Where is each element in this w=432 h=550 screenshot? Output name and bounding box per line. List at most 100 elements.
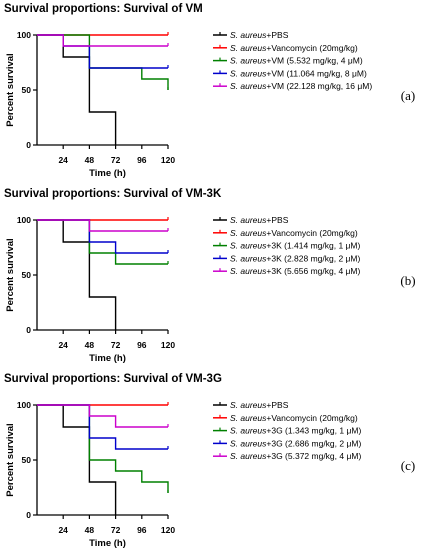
y-tick-label: 100 <box>17 400 31 410</box>
series-line-5 <box>37 34 168 47</box>
panel-label: (c) <box>401 458 415 473</box>
survival-panel-1: Survival proportions: Survival of VM 0 50 1… <box>4 3 415 179</box>
legend-item: S. aureus+Vancomycin (20mg/kg) <box>213 413 358 423</box>
y-axis-title: Percent survival <box>5 423 16 496</box>
legend-treatment: +Vancomycin (20mg/kg) <box>266 413 357 423</box>
legend-label: S. aureus+PBS <box>230 30 289 40</box>
legend-treatment: +3K (2.828 mg/kg, 2 μM) <box>266 253 360 263</box>
x-tick-label: 96 <box>137 340 147 350</box>
legend-species: S. aureus <box>230 68 267 78</box>
legend-treatment: +VM (11.064 mg/kg, 8 μM) <box>266 68 367 78</box>
panel-label: (b) <box>400 273 415 288</box>
legend-item: S. aureus+Vancomycin (20mg/kg) <box>213 228 358 238</box>
legend-species: S. aureus <box>230 426 267 436</box>
legend-label: S. aureus+3K (2.828 mg/kg, 2 μM) <box>230 253 361 263</box>
y-tick-label: 50 <box>22 270 32 280</box>
legend-item: S. aureus+VM (5.532 mg/kg, 4 μM) <box>213 56 363 66</box>
legend-species: S. aureus <box>230 400 267 410</box>
x-tick-label: 120 <box>161 340 175 350</box>
series-group <box>37 32 169 145</box>
legend-label: S. aureus+3K (1.414 mg/kg, 1 μM) <box>230 241 361 251</box>
legend-item: S. aureus+3K (2.828 mg/kg, 2 μM) <box>213 253 361 263</box>
y-tick-label: 100 <box>17 30 31 40</box>
legend-label: S. aureus+Vancomycin (20mg/kg) <box>230 228 358 238</box>
series-group <box>37 402 169 515</box>
legend-item: S. aureus+3G (5.372 mg/kg, 4 μM) <box>213 451 361 461</box>
series-line-3 <box>37 34 169 90</box>
x-tick-label: 48 <box>85 340 95 350</box>
y-axis-title: Percent survival <box>5 238 16 311</box>
axes: 0 50 100 24 48 72 96 120 <box>17 400 176 535</box>
legend-item: S. aureus+VM (22.128 mg/kg, 16 μM) <box>213 81 372 91</box>
legend-item: S. aureus+Vancomycin (20mg/kg) <box>213 43 358 53</box>
survival-panel-2: Survival proportions: Survival of VM-3K 0… <box>4 188 416 364</box>
legend-treatment: +Vancomycin (20mg/kg) <box>266 43 357 53</box>
legend-species: S. aureus <box>230 451 267 461</box>
legend-treatment: +Vancomycin (20mg/kg) <box>266 228 357 238</box>
x-tick-label: 96 <box>137 155 147 165</box>
legend-treatment: +3K (1.414 mg/kg, 1 μM) <box>266 241 360 251</box>
legend-species: S. aureus <box>230 253 267 263</box>
legend-species: S. aureus <box>230 215 267 225</box>
series-line-5 <box>37 219 168 232</box>
x-tick-label: 120 <box>161 525 175 535</box>
legend-label: S. aureus+3G (1.343 mg/kg, 1 μM) <box>230 426 361 436</box>
legend-label: S. aureus+PBS <box>230 215 289 225</box>
y-tick-label: 50 <box>22 85 32 95</box>
series-group <box>37 217 169 330</box>
legend-item: S. aureus+3K (1.414 mg/kg, 1 μM) <box>213 241 361 251</box>
x-tick-label: 72 <box>111 525 121 535</box>
series-line-5 <box>37 404 168 428</box>
survival-panel-3: Survival proportions: Survival of VM-3G 0… <box>4 373 415 549</box>
y-tick-label: 100 <box>17 215 31 225</box>
x-tick-label: 120 <box>161 155 175 165</box>
series-line-1 <box>37 34 117 145</box>
legend-treatment: +VM (22.128 mg/kg, 16 μM) <box>266 81 372 91</box>
legend-species: S. aureus <box>230 81 267 91</box>
legend-label: S. aureus+VM (11.064 mg/kg, 8 μM) <box>230 68 367 78</box>
legend-species: S. aureus <box>230 266 267 276</box>
axes: 0 50 100 24 48 72 96 120 <box>17 215 176 350</box>
series-line-4 <box>37 34 168 69</box>
chart-title: Survival proportions: Survival of VM <box>4 3 203 15</box>
legend-species: S. aureus <box>230 241 267 251</box>
chart-title: Survival proportions: Survival of VM-3K <box>4 188 222 200</box>
legend-treatment: +VM (5.532 mg/kg, 4 μM) <box>266 56 362 66</box>
legend-label: S. aureus+Vancomycin (20mg/kg) <box>230 413 358 423</box>
x-axis-title: Time (h) <box>89 168 126 179</box>
series-line-4 <box>37 219 168 254</box>
x-tick-label: 48 <box>85 155 95 165</box>
legend-species: S. aureus <box>230 43 267 53</box>
legend-item: S. aureus+3K (5.656 mg/kg, 4 μM) <box>213 266 361 276</box>
chart-title: Survival proportions: Survival of VM-3G <box>4 373 222 385</box>
legend-label: S. aureus+Vancomycin (20mg/kg) <box>230 43 358 53</box>
legend-label: S. aureus+VM (22.128 mg/kg, 16 μM) <box>230 81 372 91</box>
x-axis-title: Time (h) <box>89 538 126 549</box>
legend-label: S. aureus+3K (5.656 mg/kg, 4 μM) <box>230 266 361 276</box>
axes: 0 50 100 24 48 72 96 120 <box>17 30 176 165</box>
y-tick-label: 50 <box>22 455 32 465</box>
legend-item: S. aureus+3G (2.686 mg/kg, 2 μM) <box>213 438 361 448</box>
legend-item: S. aureus+PBS <box>213 400 289 410</box>
x-tick-label: 72 <box>111 155 121 165</box>
y-tick-label: 0 <box>26 510 31 520</box>
y-tick-label: 0 <box>26 140 31 150</box>
legend-treatment: +PBS <box>266 215 288 225</box>
legend-treatment: +PBS <box>266 400 288 410</box>
x-tick-label: 48 <box>85 525 95 535</box>
legend-item: S. aureus+VM (11.064 mg/kg, 8 μM) <box>213 68 367 78</box>
legend-treatment: +3G (2.686 mg/kg, 2 μM) <box>266 438 361 448</box>
legend-item: S. aureus+PBS <box>213 30 289 40</box>
x-tick-label: 96 <box>137 525 147 535</box>
x-tick-label: 72 <box>111 340 121 350</box>
x-tick-label: 24 <box>58 340 68 350</box>
legend-label: S. aureus+3G (5.372 mg/kg, 4 μM) <box>230 451 361 461</box>
legend-item: S. aureus+PBS <box>213 215 289 225</box>
legend-species: S. aureus <box>230 438 267 448</box>
legend-label: S. aureus+3G (2.686 mg/kg, 2 μM) <box>230 438 361 448</box>
legend-item: S. aureus+3G (1.343 mg/kg, 1 μM) <box>213 426 361 436</box>
x-tick-label: 24 <box>58 525 68 535</box>
